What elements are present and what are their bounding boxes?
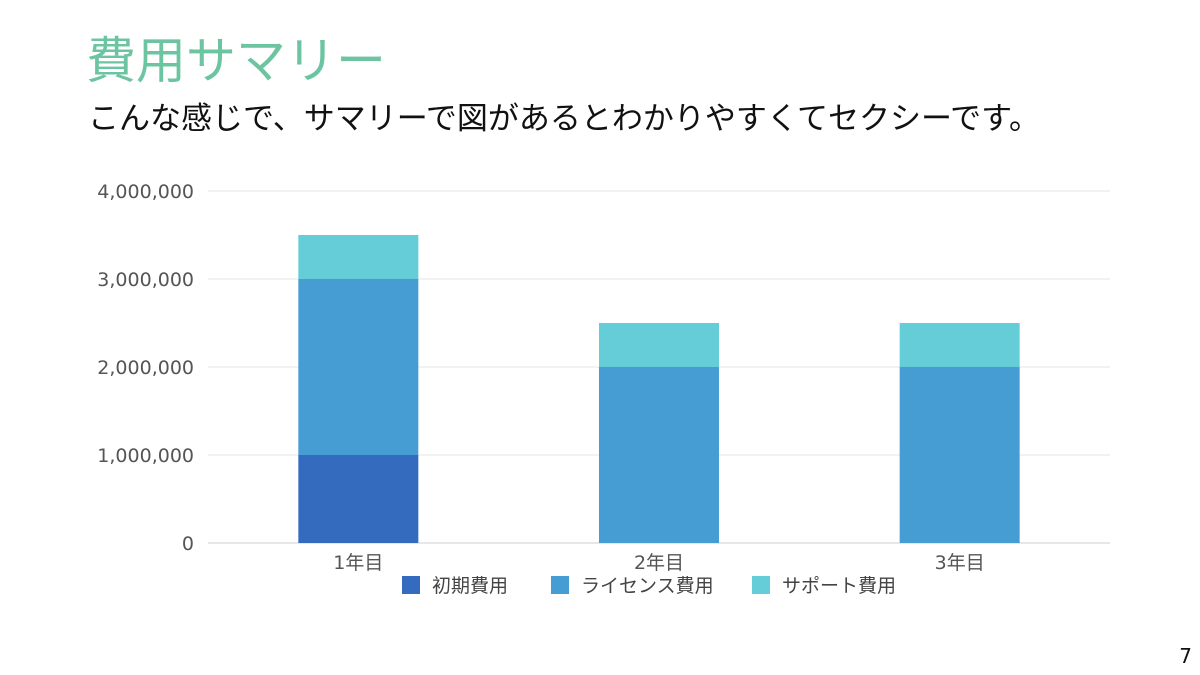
bar-segment bbox=[899, 323, 1020, 367]
y-axis: 0 1,000,000 2,000,000 3,000,000 4,000,000 bbox=[97, 181, 194, 555]
x-axis: 1年目 2年目 3年目 bbox=[333, 552, 984, 574]
slide-subtitle: こんな感じで、サマリーで図があるとわかりやすくてセクシーです。 bbox=[88, 101, 1041, 137]
bar-segment bbox=[298, 455, 419, 543]
bar-segment bbox=[599, 323, 719, 367]
legend: 初期費用 ライセンス費用 サポート費用 bbox=[402, 575, 896, 597]
legend-label: 初期費用 bbox=[432, 575, 508, 597]
legend-swatch bbox=[402, 576, 420, 594]
y-tick-label: 1,000,000 bbox=[97, 445, 194, 467]
page-number: 7 bbox=[1179, 644, 1192, 668]
x-tick-label: 2年目 bbox=[634, 552, 684, 574]
legend-label: ライセンス費用 bbox=[581, 575, 714, 597]
y-tick-label: 0 bbox=[182, 533, 194, 555]
bar-segment bbox=[298, 279, 419, 455]
legend-swatch bbox=[551, 576, 569, 594]
slide-title: 費用サマリー bbox=[86, 32, 386, 90]
x-tick-label: 1年目 bbox=[333, 552, 383, 574]
legend-swatch bbox=[752, 576, 770, 594]
legend-label: サポート費用 bbox=[782, 575, 896, 597]
y-tick-label: 2,000,000 bbox=[97, 357, 194, 379]
y-tick-label: 3,000,000 bbox=[97, 269, 194, 291]
x-tick-label: 3年目 bbox=[935, 552, 985, 574]
y-tick-label: 4,000,000 bbox=[97, 181, 194, 203]
bar-segment bbox=[599, 367, 719, 543]
bar-segment bbox=[899, 367, 1020, 543]
bar-segment bbox=[298, 235, 419, 279]
bars bbox=[298, 235, 1020, 543]
